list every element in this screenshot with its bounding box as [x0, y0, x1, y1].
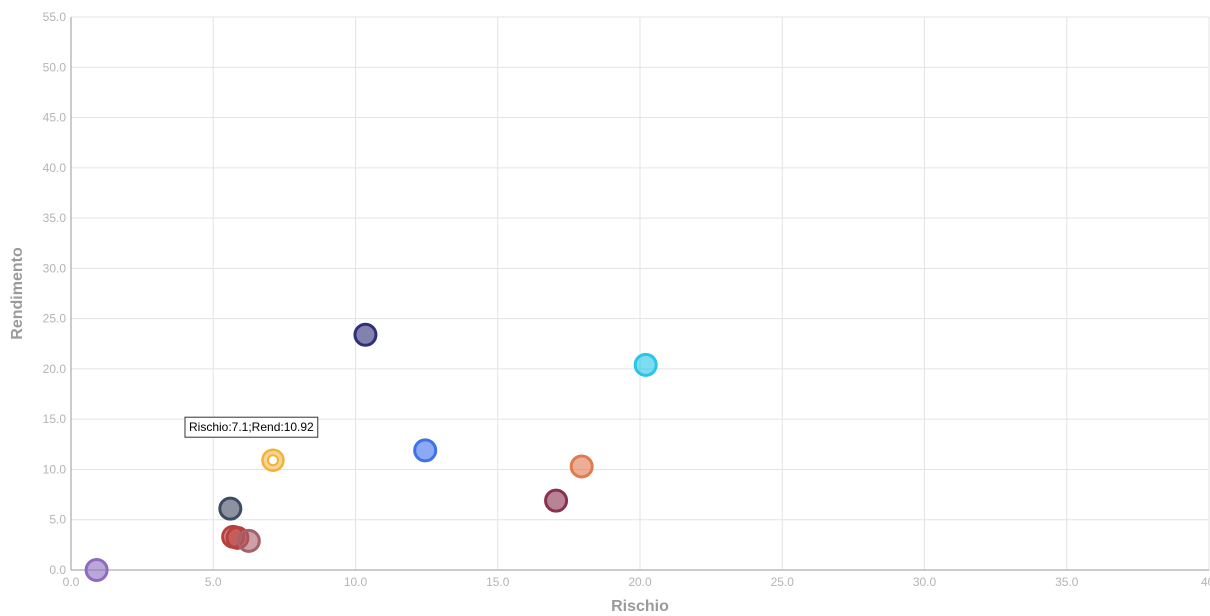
y-tick-label: 30.0 — [43, 261, 67, 275]
x-tick-label: 25.0 — [771, 575, 795, 589]
tooltip-text: Rischio:7.1;Rend:10.92 — [189, 420, 314, 434]
data-point[interactable] — [413, 438, 438, 463]
data-points — [84, 322, 658, 582]
x-tick-label: 0.0 — [63, 575, 80, 589]
y-tick-label: 10.0 — [43, 462, 67, 476]
grid — [71, 16, 1210, 570]
x-tick-label: 20.0 — [628, 575, 652, 589]
data-point[interactable] — [569, 454, 594, 479]
x-tick-label: 35.0 — [1055, 575, 1079, 589]
x-tick-label: 15.0 — [486, 575, 510, 589]
y-tick-label: 45.0 — [43, 111, 67, 125]
x-tick-label: 30.0 — [913, 575, 937, 589]
y-tick-label: 25.0 — [43, 312, 67, 326]
y-axis-title: Rendimento — [9, 247, 26, 340]
x-tick-label: 5.0 — [205, 575, 222, 589]
x-axis-title: Rischio — [611, 598, 669, 615]
data-point[interactable] — [633, 352, 658, 377]
data-point[interactable] — [84, 558, 109, 582]
data-point[interactable] — [236, 528, 261, 553]
y-tick-label: 40.0 — [43, 161, 67, 175]
y-tick-label: 5.0 — [49, 513, 66, 527]
y-tick-label: 35.0 — [43, 211, 67, 225]
y-tick-label: 55.0 — [43, 10, 67, 24]
tooltip: Rischio:7.1;Rend:10.92 — [184, 416, 319, 438]
tooltip-box — [184, 416, 319, 438]
y-tick-label: 20.0 — [43, 362, 67, 376]
x-tick-label: 10.0 — [344, 575, 368, 589]
data-point-highlight — [266, 454, 279, 467]
tick-labels: 0.0 5.0 10.0 15.0 20.0 25.0 30.0 35.0 40.0 45.0 50… — [43, 10, 1210, 589]
x-tick-label: 40 — [1201, 575, 1210, 589]
y-tick-label: 50.0 — [43, 60, 67, 74]
axes — [70, 17, 1209, 571]
data-point[interactable] — [544, 488, 569, 513]
data-point[interactable] — [218, 496, 243, 521]
data-point[interactable] — [353, 322, 378, 347]
y-tick-label: 15.0 — [43, 412, 67, 426]
y-tick-label: 0.0 — [49, 563, 66, 577]
